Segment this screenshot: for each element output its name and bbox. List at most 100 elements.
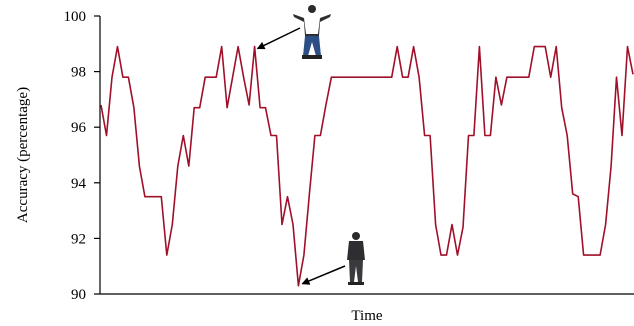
data-point-56 [407, 76, 409, 78]
data-point-72 [495, 76, 497, 78]
data-point-88 [583, 254, 585, 256]
data-point-48 [363, 76, 365, 78]
figure-torso-arms [293, 14, 331, 36]
data-point-89 [588, 254, 590, 256]
figure2-legs [349, 260, 363, 282]
data-point-85 [566, 135, 568, 137]
data-point-5 [127, 76, 129, 78]
data-point-81 [544, 46, 546, 48]
y-tick-label-94: 94 [71, 176, 87, 192]
data-point-24 [232, 76, 234, 78]
data-point-71 [489, 135, 491, 137]
data-point-35 [292, 224, 294, 226]
data-point-33 [281, 224, 283, 226]
data-point-38 [308, 193, 310, 195]
data-point-70 [484, 135, 486, 137]
figure-head [308, 5, 316, 13]
data-point-40 [319, 135, 321, 137]
data-point-15 [182, 135, 184, 137]
data-point-59 [424, 135, 426, 137]
data-point-31 [270, 135, 272, 137]
x-axis-title: Time [351, 308, 382, 324]
person-arms-raised-figure [293, 5, 331, 59]
data-point-76 [517, 76, 519, 78]
data-point-27 [248, 104, 250, 106]
data-point-22 [221, 46, 223, 48]
y-tick-label-90: 90 [71, 287, 86, 303]
data-point-47 [358, 76, 360, 78]
data-point-7 [138, 165, 140, 167]
data-point-96 [627, 46, 629, 48]
data-point-83 [555, 46, 557, 48]
figure-feet [302, 55, 322, 59]
data-point-55 [402, 76, 404, 78]
data-point-77 [522, 76, 524, 78]
data-point-25 [237, 46, 239, 48]
data-point-65 [457, 254, 459, 256]
data-point-44 [341, 76, 343, 78]
data-point-46 [352, 76, 354, 78]
data-point-74 [506, 76, 508, 78]
data-point-51 [380, 76, 382, 78]
data-point-1 [106, 135, 108, 137]
data-point-68 [473, 135, 475, 137]
data-point-82 [550, 76, 552, 78]
series-points [100, 46, 634, 287]
data-point-4 [122, 76, 124, 78]
data-point-53 [391, 76, 393, 78]
data-point-58 [418, 76, 420, 78]
y-axis-title: Accuracy (percentage) [15, 87, 31, 223]
data-point-42 [330, 76, 332, 78]
data-point-92 [605, 224, 607, 226]
person-walking-figure [347, 232, 365, 285]
data-point-28 [254, 46, 256, 48]
data-point-62 [440, 254, 442, 256]
data-point-30 [265, 107, 267, 109]
data-point-87 [577, 196, 579, 198]
data-point-84 [561, 107, 563, 109]
data-point-75 [511, 76, 513, 78]
data-point-90 [594, 254, 596, 256]
figure-legs [303, 36, 321, 56]
data-point-60 [429, 135, 431, 137]
data-point-17 [193, 107, 195, 109]
figure2-head [352, 232, 360, 240]
y-tick-label-98: 98 [71, 65, 86, 81]
y-ticks: 90 92 94 96 98 100 [64, 9, 100, 303]
data-point-67 [468, 135, 470, 137]
data-point-39 [314, 135, 316, 137]
data-point-57 [413, 46, 415, 48]
data-point-3 [117, 46, 119, 48]
data-point-86 [572, 193, 574, 195]
data-point-94 [616, 76, 618, 78]
y-tick-label-96: 96 [71, 120, 87, 136]
data-point-10 [155, 196, 157, 198]
data-point-64 [451, 224, 453, 226]
data-point-6 [133, 107, 135, 109]
data-point-23 [226, 107, 228, 109]
y-tick-label-100: 100 [64, 9, 87, 25]
data-point-29 [259, 107, 261, 109]
data-point-2 [111, 76, 113, 78]
data-point-95 [621, 135, 623, 137]
data-point-9 [149, 196, 151, 198]
data-point-91 [599, 254, 601, 256]
data-point-18 [199, 107, 201, 109]
accuracy-series-line [100, 45, 634, 287]
data-point-32 [276, 135, 278, 137]
data-point-73 [500, 104, 502, 106]
data-point-0 [100, 104, 102, 106]
figure2-torso [347, 241, 365, 260]
data-point-54 [396, 46, 398, 48]
data-point-8 [144, 196, 146, 198]
data-point-36 [297, 285, 299, 287]
data-point-93 [610, 165, 612, 167]
data-point-78 [528, 76, 530, 78]
figure2-feet [348, 282, 364, 285]
data-point-80 [539, 46, 541, 48]
data-point-12 [166, 254, 168, 256]
data-point-79 [533, 46, 535, 48]
data-point-14 [177, 165, 179, 167]
data-point-19 [204, 76, 206, 78]
